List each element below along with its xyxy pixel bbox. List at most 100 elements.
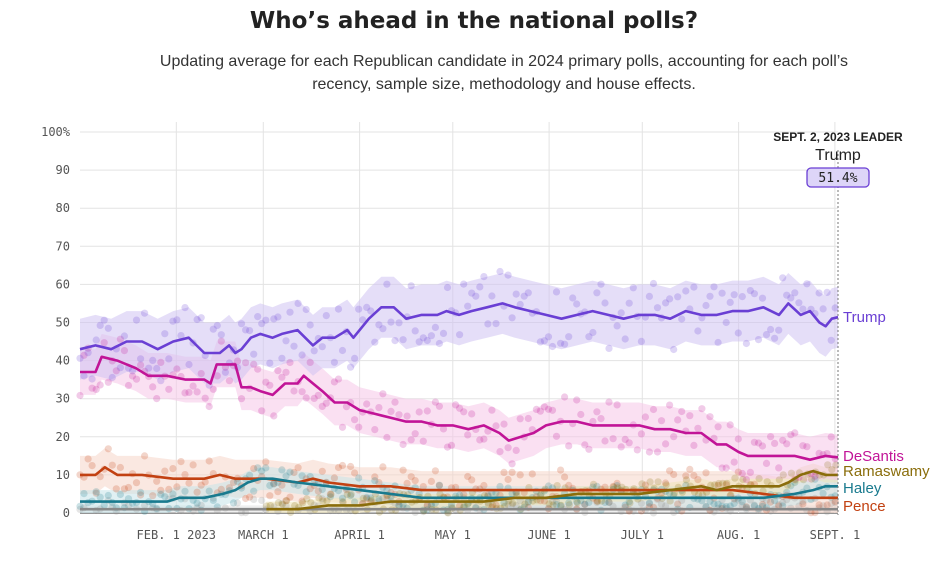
- poll-dot-trump: [694, 327, 702, 335]
- poll-dot-ramaswamy: [327, 490, 335, 498]
- poll-dot-desantis: [775, 464, 783, 472]
- poll-dot-pence: [767, 498, 775, 506]
- poll-dot-ramaswamy: [824, 461, 832, 469]
- poll-dot-trump: [468, 289, 476, 297]
- poll-dot-desantis: [536, 407, 545, 415]
- poll-dot-other: [237, 508, 246, 517]
- poll-dot-desantis: [771, 439, 779, 447]
- poll-dot-trump: [371, 338, 379, 346]
- poll-dot-desantis: [197, 370, 205, 378]
- poll-dot-ramaswamy: [553, 482, 561, 490]
- poll-dot-trump: [496, 267, 504, 276]
- poll-dot-pence: [217, 485, 225, 493]
- poll-dot-desantis: [540, 403, 549, 411]
- poll-dot-desantis: [411, 430, 419, 438]
- poll-dot-trump: [387, 318, 395, 326]
- poll-dot-pence: [758, 500, 767, 509]
- poll-dot-desantis: [157, 358, 165, 366]
- poll-dot-trump: [302, 305, 310, 314]
- poll-dot-other: [799, 498, 807, 506]
- poll-dot-pence: [290, 468, 298, 477]
- poll-dot-pence: [407, 473, 415, 481]
- poll-dot-trump: [783, 291, 791, 299]
- poll-dot-trump: [508, 314, 516, 322]
- poll-dot-desantis: [573, 396, 581, 404]
- poll-dot-haley: [209, 496, 217, 504]
- poll-dot-other: [831, 499, 839, 507]
- poll-dot-haley: [779, 502, 787, 510]
- poll-dot-desantis: [645, 448, 654, 456]
- poll-dot-pence: [714, 481, 722, 489]
- poll-dot-trump: [601, 299, 609, 307]
- poll-dot-desantis: [734, 435, 742, 443]
- poll-dot-trump: [516, 300, 524, 309]
- poll-dot-trump: [540, 337, 549, 345]
- poll-dot-trump: [286, 308, 294, 316]
- poll-dot-trump: [338, 346, 347, 355]
- poll-dot-desantis: [403, 412, 411, 420]
- poll-dot-trump: [173, 316, 181, 324]
- x-tick-label: MARCH 1: [238, 528, 289, 542]
- poll-dot-ramaswamy: [739, 475, 747, 484]
- poll-dot-trump: [375, 321, 383, 329]
- poll-dot-pence: [823, 501, 831, 509]
- poll-dot-haley: [100, 501, 108, 509]
- label-desantis: DeSantis: [843, 448, 904, 465]
- poll-dot-haley: [415, 490, 423, 498]
- poll-dot-ramaswamy: [436, 490, 444, 498]
- poll-dot-pence: [334, 463, 343, 472]
- line-pence: [80, 466, 838, 500]
- poll-dot-desantis: [237, 395, 246, 403]
- poll-dot-haley: [318, 485, 326, 494]
- poll-dot-desantis: [585, 445, 593, 453]
- poll-dot-trump: [799, 305, 807, 313]
- poll-dot-pence: [330, 474, 338, 482]
- poll-dot-desantis: [209, 385, 217, 393]
- poll-dot-trump: [710, 283, 718, 291]
- poll-dot-desantis: [193, 388, 201, 396]
- poll-dot-trump: [415, 338, 423, 346]
- poll-dot-trump: [742, 339, 751, 348]
- poll-dot-haley: [710, 500, 718, 508]
- poll-dot-trump: [88, 375, 96, 383]
- y-tick-label: 10: [56, 468, 70, 482]
- poll-dot-ramaswamy: [291, 502, 299, 510]
- poll-dot-pence: [464, 472, 472, 481]
- poll-dot-haley: [508, 490, 516, 498]
- poll-dot-desantis: [544, 405, 553, 413]
- poll-dot-pence: [229, 478, 238, 486]
- line-ramaswamy: [266, 469, 838, 511]
- poll-dot-ramaswamy: [509, 499, 517, 507]
- poll-dot-trump: [367, 307, 375, 315]
- poll-dot-desantis: [460, 408, 468, 416]
- poll-dot-pence: [371, 473, 379, 481]
- poll-dot-trump: [544, 333, 553, 341]
- poll-dot-trump: [589, 328, 597, 337]
- poll-dot-pence: [96, 473, 104, 481]
- poll-dot-desantis: [217, 337, 225, 345]
- poll-dot-ramaswamy: [589, 480, 598, 488]
- poll-dot-other: [197, 501, 205, 509]
- poll-dot-trump: [629, 284, 637, 292]
- poll-dot-trump: [258, 320, 266, 328]
- poll-dot-pence: [326, 490, 334, 498]
- x-tick-label: MAY 1: [435, 528, 471, 542]
- poll-dot-pence: [149, 492, 157, 500]
- poll-dot-pence: [282, 497, 290, 505]
- poll-dot-trump: [557, 339, 565, 347]
- poll-dot-haley: [338, 494, 347, 502]
- poll-dot-other: [250, 495, 258, 503]
- poll-dot-haley: [625, 498, 633, 506]
- poll-dot-trump: [754, 336, 763, 344]
- poll-dot-trump: [823, 288, 831, 296]
- poll-dot-trump: [649, 279, 658, 288]
- poll-dot-desantis: [387, 407, 395, 415]
- poll-dot-trump: [702, 301, 710, 310]
- poll-dot-desantis: [767, 433, 775, 441]
- poll-dot-other: [593, 498, 601, 507]
- poll-dot-trump: [750, 290, 759, 298]
- poll-dot-trump: [193, 315, 201, 324]
- poll-dot-desantis: [670, 433, 678, 441]
- poll-dot-trump: [104, 324, 112, 332]
- poll-dot-trump: [399, 336, 407, 344]
